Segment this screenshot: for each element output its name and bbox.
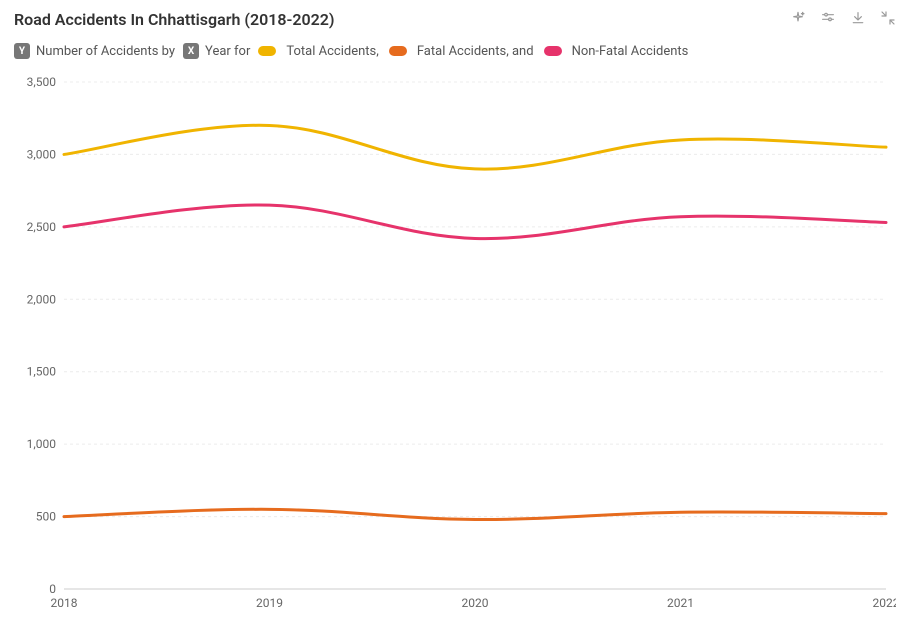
- header-row: Road Accidents In Chhattisgarh (2018-202…: [14, 10, 896, 29]
- chart-container: Road Accidents In Chhattisgarh (2018-202…: [0, 0, 910, 629]
- x-tick-label: 2019: [256, 596, 283, 610]
- legend-series-label: Total Accidents,: [286, 44, 378, 59]
- y-tick-label: 3,500: [27, 75, 57, 89]
- collapse-icon[interactable]: [880, 10, 896, 26]
- y-tick-label: 0: [49, 582, 56, 596]
- x-tick-label: 2018: [51, 596, 78, 610]
- settings-icon[interactable]: [820, 10, 836, 26]
- x-tick-label: 2022: [873, 596, 896, 610]
- x-axis-legend-text: Year for: [205, 44, 250, 59]
- legend-row: Y Number of Accidents by X Year for Tota…: [14, 43, 896, 59]
- series-line: [64, 125, 886, 169]
- chart-title: Road Accidents In Chhattisgarh (2018-202…: [14, 10, 335, 29]
- series-line: [64, 205, 886, 239]
- x-axis-badge: X: [183, 43, 199, 59]
- sparkle-icon[interactable]: [790, 10, 806, 26]
- y-axis-badge: Y: [14, 43, 30, 59]
- y-tick-label: 1,000: [27, 437, 57, 451]
- legend-series-label: Fatal Accidents, and: [417, 44, 534, 59]
- chart-svg: 0 500 1,000 1,500 2,000 2,500 3,000 3,500 2018 20…: [14, 72, 896, 615]
- y-tick-label: 2,500: [27, 220, 57, 234]
- download-icon[interactable]: [850, 10, 866, 26]
- y-tick-label: 3,000: [27, 147, 57, 161]
- legend-swatch[interactable]: [258, 46, 276, 56]
- y-axis-legend-text: Number of Accidents by: [36, 44, 175, 59]
- x-tick-label: 2020: [462, 596, 489, 610]
- x-tick-label: 2021: [667, 596, 694, 610]
- y-tick-label: 500: [36, 510, 56, 524]
- series-line: [64, 509, 886, 519]
- y-tick-label: 2,000: [27, 292, 57, 306]
- y-tick-label: 1,500: [27, 365, 57, 379]
- legend-swatch[interactable]: [389, 46, 407, 56]
- legend-swatch[interactable]: [544, 46, 562, 56]
- chart-toolbar: [790, 10, 896, 26]
- legend-series-label: Non-Fatal Accidents: [572, 44, 689, 59]
- chart-plot-area: 0 500 1,000 1,500 2,000 2,500 3,000 3,500 2018 20…: [14, 72, 896, 615]
